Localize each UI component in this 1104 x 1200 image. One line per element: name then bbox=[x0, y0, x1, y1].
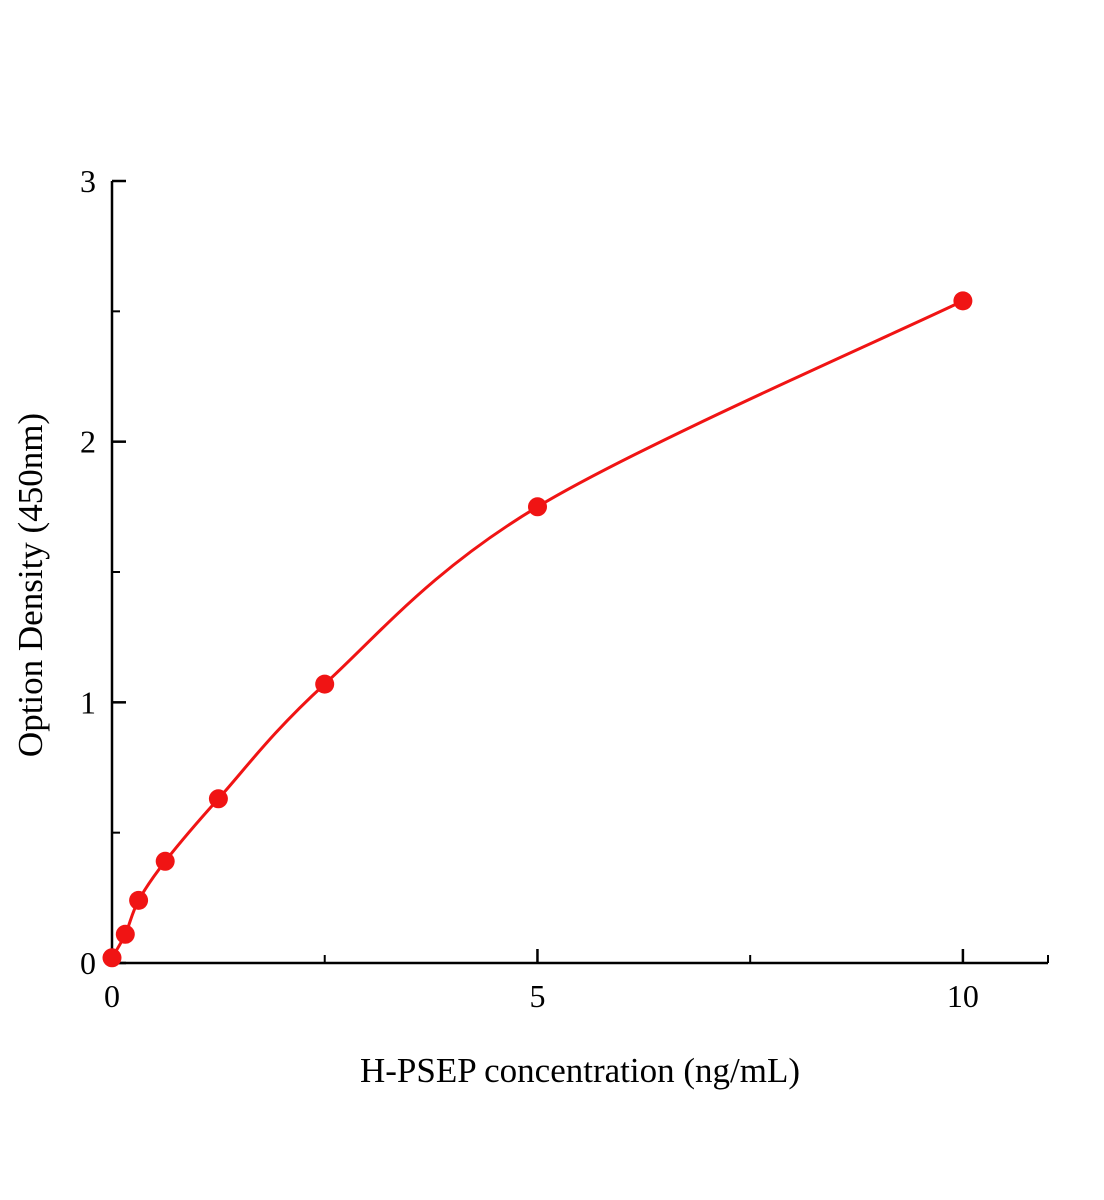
fit-curve bbox=[110, 299, 965, 960]
y-axis-title: Option Density (450nm) bbox=[11, 413, 50, 757]
plot-area: 0 5 10 0 1 2 3 bbox=[80, 163, 1049, 1014]
x-axis-title: H-PSEP concentration (ng/mL) bbox=[360, 1051, 800, 1090]
x-tick-label: 10 bbox=[947, 978, 979, 1014]
data-point bbox=[528, 497, 547, 517]
y-tick-label: 2 bbox=[80, 424, 96, 460]
data-point bbox=[315, 674, 335, 694]
data-point bbox=[155, 851, 175, 871]
y-tick-label: 0 bbox=[80, 945, 96, 981]
data-point bbox=[115, 924, 135, 944]
data-point bbox=[208, 789, 228, 809]
data-point bbox=[102, 948, 122, 968]
x-tick-label: 5 bbox=[529, 978, 545, 1014]
x-tick-label: 0 bbox=[104, 978, 120, 1014]
y-tick-label: 3 bbox=[80, 163, 96, 199]
y-tick-label: 1 bbox=[80, 684, 96, 720]
data-point bbox=[953, 291, 973, 311]
data-point bbox=[129, 890, 149, 910]
